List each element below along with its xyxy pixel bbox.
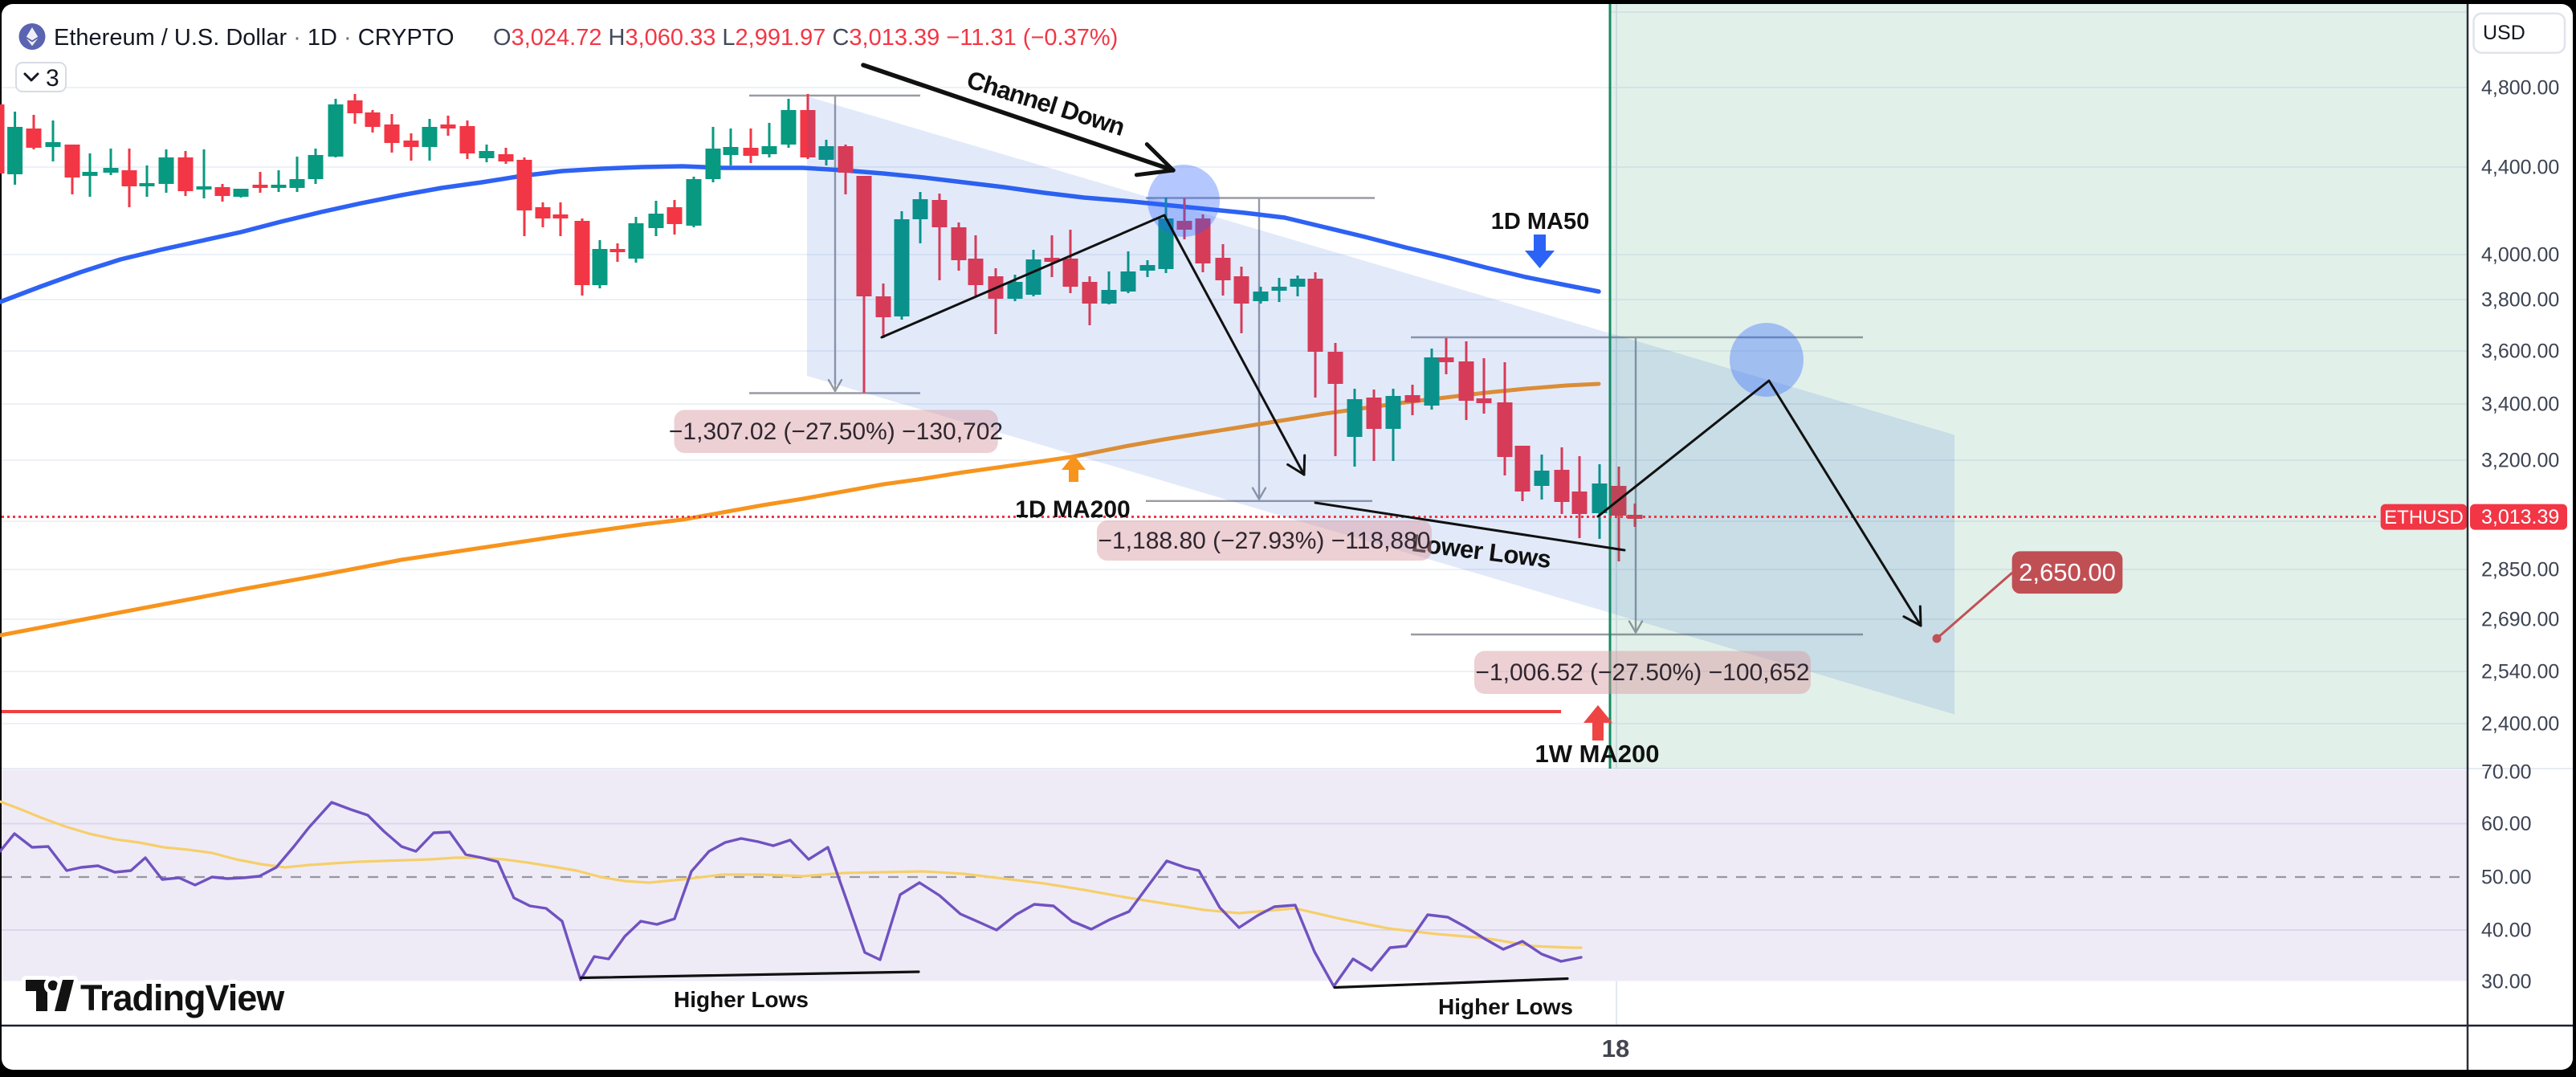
svg-text:Ethereum / U.S. Dollar · 1D ·: Ethereum / U.S. Dollar · 1D · CRYPTO [54, 25, 454, 51]
svg-text:Higher Lows: Higher Lows [1438, 994, 1573, 1019]
svg-text:30.00: 30.00 [2481, 971, 2532, 993]
svg-text:40.00: 40.00 [2481, 920, 2532, 942]
svg-text:50.00: 50.00 [2481, 867, 2532, 889]
svg-text:3,400.00: 3,400.00 [2481, 394, 2559, 416]
svg-text:USD: USD [2483, 22, 2525, 44]
svg-text:1D MA200: 1D MA200 [1015, 496, 1130, 523]
svg-text:70.00: 70.00 [2481, 761, 2532, 784]
svg-text:1D MA50: 1D MA50 [1491, 209, 1590, 235]
svg-text:2,400.00: 2,400.00 [2481, 713, 2559, 736]
svg-text:3,800.00: 3,800.00 [2481, 289, 2559, 312]
svg-text:4,800.00: 4,800.00 [2481, 77, 2559, 100]
svg-text:2,650.00: 2,650.00 [2019, 558, 2116, 586]
svg-text:3: 3 [46, 65, 59, 92]
svg-text:O3,024.72 H3,060.33 L2,991.97: O3,024.72 H3,060.33 L2,991.97 C3,013.39 … [493, 25, 1118, 51]
svg-text:TradingView: TradingView [80, 977, 285, 1018]
svg-text:−1,006.52 (−27.50%) −100,652: −1,006.52 (−27.50%) −100,652 [1475, 659, 1809, 686]
svg-text:3,013.39: 3,013.39 [2481, 506, 2559, 528]
svg-text:−1,307.02 (−27.50%) −130,702: −1,307.02 (−27.50%) −130,702 [669, 418, 1003, 445]
svg-text:1W MA200: 1W MA200 [1535, 740, 1659, 768]
svg-text:2,850.00: 2,850.00 [2481, 559, 2559, 581]
svg-text:2,540.00: 2,540.00 [2481, 661, 2559, 683]
svg-text:Higher Lows: Higher Lows [674, 987, 809, 1012]
svg-text:4,400.00: 4,400.00 [2481, 157, 2559, 179]
svg-text:2,690.00: 2,690.00 [2481, 609, 2559, 631]
svg-text:3,200.00: 3,200.00 [2481, 450, 2559, 472]
svg-text:3,600.00: 3,600.00 [2481, 341, 2559, 363]
svg-text:18: 18 [1602, 1034, 1629, 1063]
svg-text:ETHUSD: ETHUSD [2384, 507, 2464, 528]
svg-text:4,000.00: 4,000.00 [2481, 244, 2559, 267]
svg-text:−1,188.80 (−27.93%) −118,880: −1,188.80 (−27.93%) −118,880 [1098, 528, 1431, 554]
svg-text:60.00: 60.00 [2481, 813, 2532, 835]
